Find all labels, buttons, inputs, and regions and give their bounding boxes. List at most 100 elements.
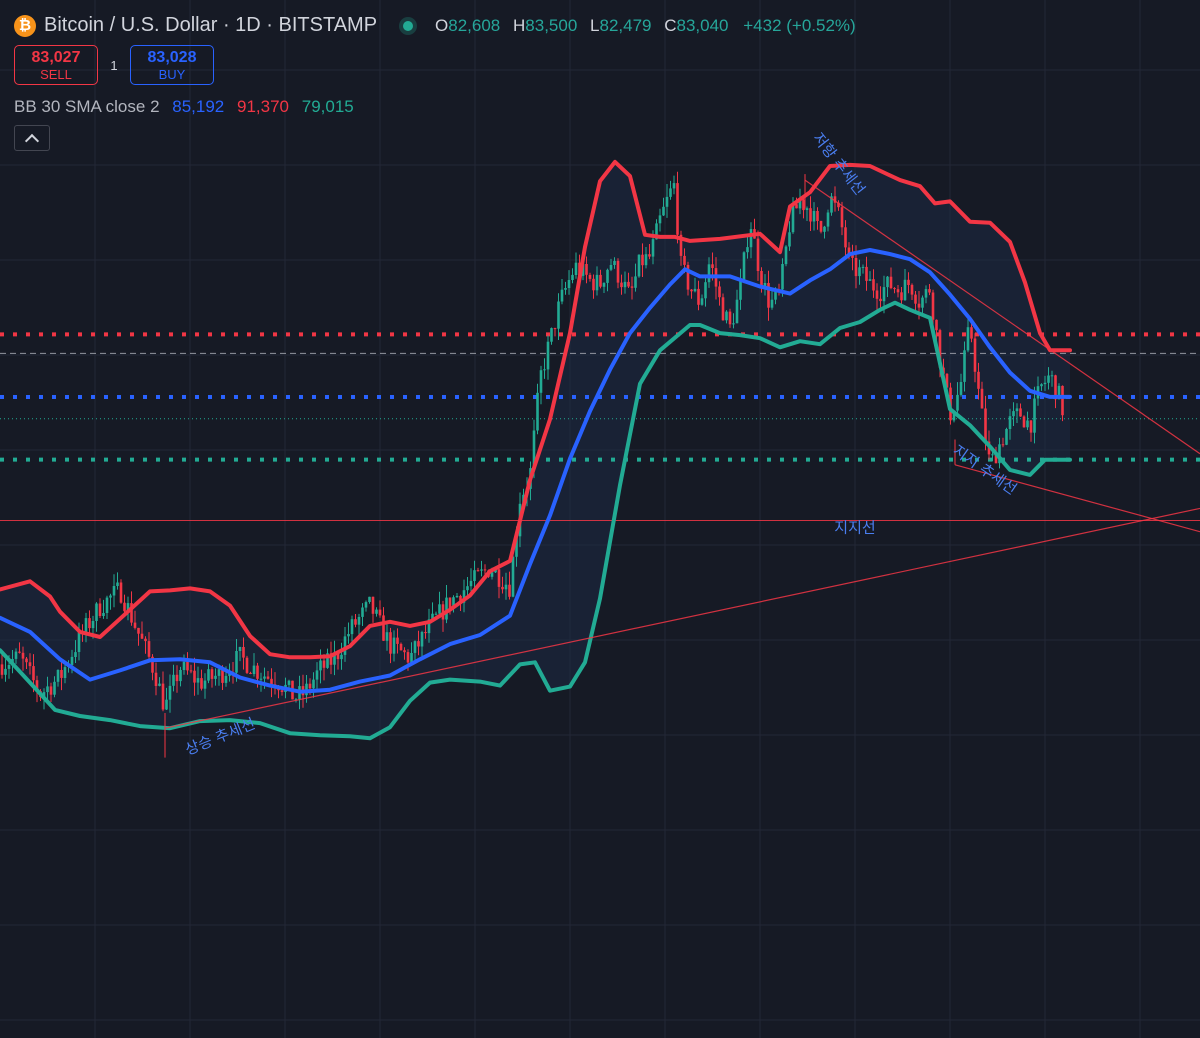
open-value: 82,608 xyxy=(448,15,501,35)
candle-body xyxy=(182,661,186,670)
candle-body xyxy=(620,282,623,288)
candle-body xyxy=(501,586,504,590)
buy-price: 83,028 xyxy=(147,48,197,66)
candle-body xyxy=(46,686,49,693)
candle xyxy=(123,594,126,615)
candle xyxy=(875,283,879,311)
candle xyxy=(340,642,343,670)
candle xyxy=(966,318,970,353)
candle xyxy=(672,175,676,195)
candle-body xyxy=(630,286,634,288)
candle xyxy=(28,653,32,675)
candle-body xyxy=(791,204,795,233)
candle xyxy=(809,196,812,231)
indicator-legend[interactable]: BB 30 SMA close 2 85,192 91,370 79,015 xyxy=(14,97,856,117)
high-label: H xyxy=(513,15,526,35)
candle-body xyxy=(0,664,4,675)
candle-body xyxy=(557,301,560,329)
candle xyxy=(1019,403,1022,417)
candle-body xyxy=(994,454,998,464)
candle-body xyxy=(1008,416,1012,429)
candle-body xyxy=(735,299,739,324)
candle xyxy=(385,624,389,651)
candle-body xyxy=(532,430,536,468)
candle-body xyxy=(224,675,228,683)
candle xyxy=(763,274,767,296)
candle-body xyxy=(574,262,578,275)
candle-body xyxy=(882,287,886,302)
candle xyxy=(700,294,704,306)
candle-body xyxy=(354,619,357,625)
candle-body xyxy=(109,595,112,598)
candle xyxy=(280,689,284,696)
candle-body xyxy=(774,289,777,300)
candle xyxy=(172,664,175,692)
candle-body xyxy=(847,247,851,255)
candle-body xyxy=(658,215,662,224)
indicator-basis-value: 85,192 xyxy=(172,97,225,116)
candle-body xyxy=(980,388,984,409)
order-quantity[interactable]: 1 xyxy=(110,57,118,73)
candle-body xyxy=(242,647,245,658)
candle xyxy=(1029,420,1033,442)
candle xyxy=(606,268,609,292)
candle-body xyxy=(662,206,665,216)
candle xyxy=(1047,367,1050,390)
candle xyxy=(858,259,861,285)
candle-body xyxy=(609,265,613,270)
open-label: O xyxy=(435,15,449,35)
candle-body xyxy=(823,226,826,232)
candle xyxy=(1015,403,1019,423)
candle-body xyxy=(592,278,595,291)
candle xyxy=(1033,386,1036,444)
candle xyxy=(417,630,420,656)
candle-body xyxy=(539,370,543,393)
candle xyxy=(504,572,508,600)
candle-body xyxy=(739,280,742,300)
candle-body xyxy=(378,609,382,616)
candle xyxy=(959,373,963,397)
buy-button[interactable]: 83,028 BUY xyxy=(130,45,214,85)
candle-body xyxy=(921,297,924,308)
candle-body xyxy=(329,653,333,665)
candle xyxy=(74,640,77,663)
candle-body xyxy=(854,258,858,277)
sell-button[interactable]: 83,027 SELL xyxy=(14,45,98,85)
candle xyxy=(98,598,102,618)
candle-body xyxy=(795,204,798,209)
candle-body xyxy=(375,609,378,614)
candle xyxy=(630,276,634,300)
candle xyxy=(840,201,844,236)
candle-body xyxy=(473,570,476,581)
collapse-legend-button[interactable] xyxy=(14,125,50,151)
candle-body xyxy=(207,669,210,681)
candle xyxy=(466,577,469,596)
candle-body xyxy=(480,569,483,571)
candle-body xyxy=(560,289,564,302)
candle-body xyxy=(938,330,942,368)
candle-body xyxy=(361,607,364,617)
candle-body xyxy=(165,699,168,710)
candle-body xyxy=(270,678,273,685)
candle-body xyxy=(1050,375,1054,377)
indicator-lower-value: 79,015 xyxy=(301,97,354,116)
candles xyxy=(0,171,1064,713)
candle xyxy=(112,574,116,608)
candle-body xyxy=(35,680,39,692)
candle xyxy=(546,335,550,380)
candle-body xyxy=(865,266,868,281)
candle-body xyxy=(410,653,413,663)
candle-body xyxy=(368,596,371,602)
market-status-dot-icon[interactable] xyxy=(403,20,414,31)
candle-body xyxy=(112,586,116,596)
candle-body xyxy=(466,586,469,591)
candle-body xyxy=(175,674,179,682)
candle-body xyxy=(511,556,515,597)
symbol-title[interactable]: Bitcoin / U.S. Dollar · 1D · BITSTAMP xyxy=(44,14,378,36)
candle-body xyxy=(585,264,588,275)
candle-body xyxy=(627,281,630,287)
symbol-header[interactable]: ₿ Bitcoin / U.S. Dollar · 1D · BITSTAMP … xyxy=(14,14,856,37)
candle-body xyxy=(1033,398,1036,433)
candle-body xyxy=(438,604,441,614)
